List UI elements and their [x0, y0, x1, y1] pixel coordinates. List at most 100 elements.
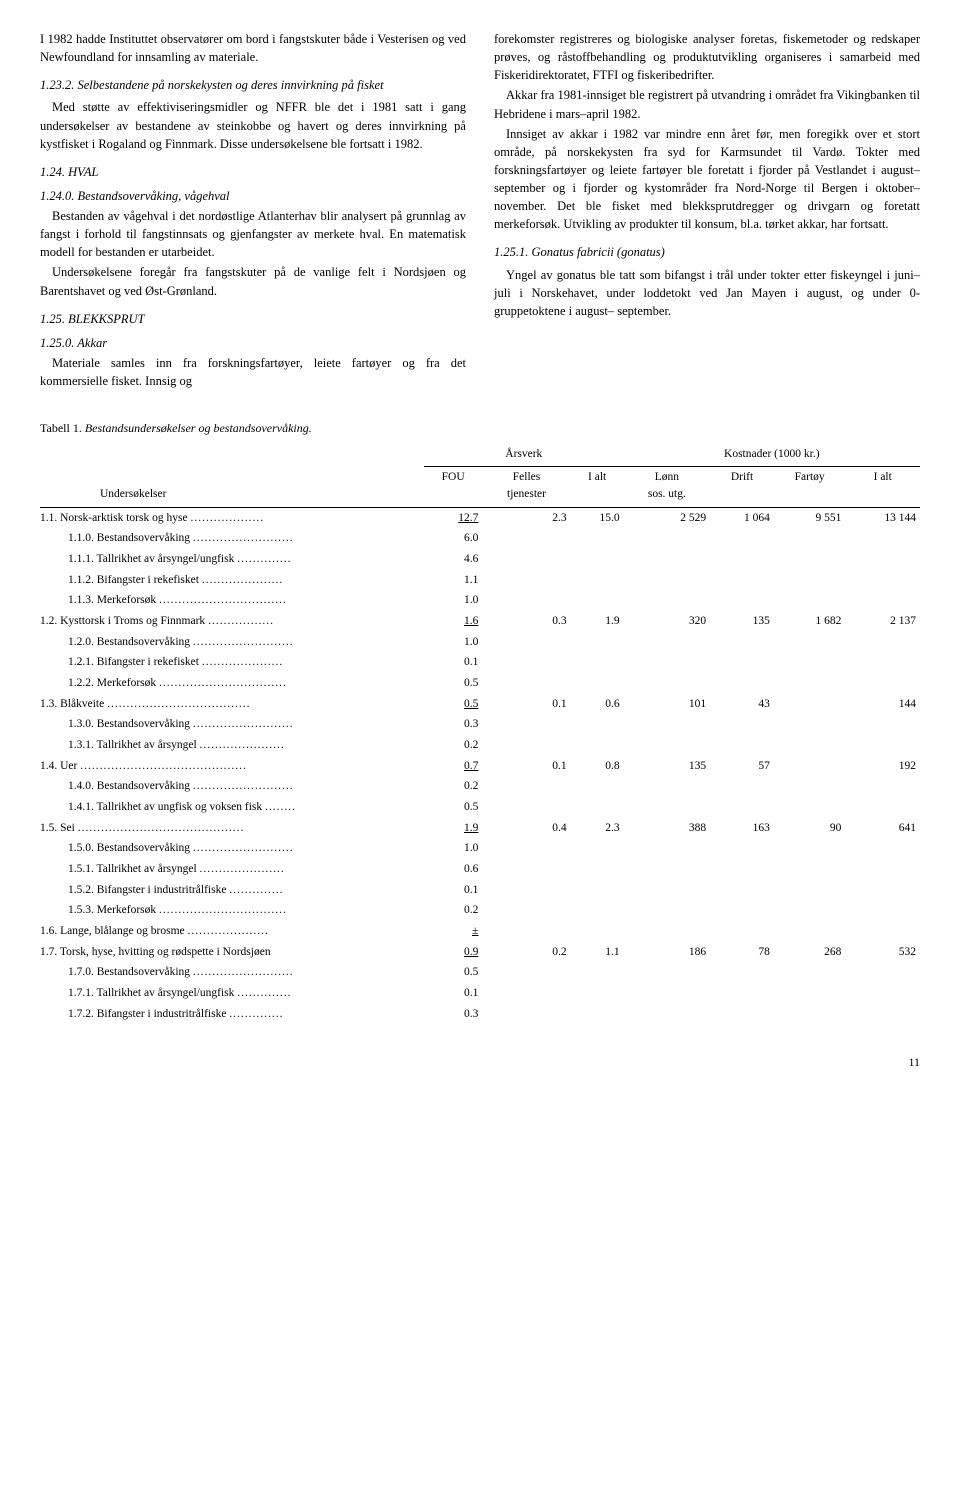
col-header: Felles tjenester: [482, 467, 570, 507]
heading: 1.24.0. Bestandsovervåking, vågehval: [40, 187, 466, 205]
cell: [774, 983, 846, 1004]
cell: [845, 549, 920, 570]
cell: 0.3: [482, 611, 570, 632]
cell: 1 064: [710, 507, 774, 528]
cell: [774, 776, 846, 797]
table-row: 1.5.2. Bifangster i industritrålfiske ..…: [40, 880, 920, 901]
para: I 1982 hadde Instituttet observatører om…: [40, 30, 466, 66]
cell: [710, 632, 774, 653]
col-header: Drift: [710, 467, 774, 507]
row-label: 1.7.1. Tallrikhet av årsyngel/ungfisk ..…: [40, 983, 424, 1004]
heading: 1.24. HVAL: [40, 163, 466, 181]
col-header: I alt: [571, 467, 624, 507]
cell: [845, 776, 920, 797]
row-label: 1.4.0. Bestandsovervåking ..............…: [40, 776, 424, 797]
cell: 43: [710, 694, 774, 715]
row-label: 1.5. Sei ...............................…: [40, 818, 424, 839]
cell: 2.3: [482, 507, 570, 528]
text-columns: I 1982 hadde Instituttet observatører om…: [40, 30, 920, 392]
cell: 0.1: [482, 756, 570, 777]
cell-fou: 0.2: [424, 776, 482, 797]
cell: [624, 632, 711, 653]
cell: [710, 900, 774, 921]
table-row: 1.5.0. Bestandsovervåking ..............…: [40, 838, 920, 859]
cell: [710, 962, 774, 983]
row-label: 1.5.0. Bestandsovervåking ..............…: [40, 838, 424, 859]
heading: 1.25. BLEKKSPRUT: [40, 310, 466, 328]
cell: [710, 776, 774, 797]
cell-fou: 4.6: [424, 549, 482, 570]
cell: [710, 880, 774, 901]
cell-fou: 0.9: [424, 942, 482, 963]
cell: 186: [624, 942, 711, 963]
cell: [845, 859, 920, 880]
cell: 0.6: [571, 694, 624, 715]
cell: [571, 735, 624, 756]
cell: [624, 838, 711, 859]
cell: [845, 962, 920, 983]
row-label: 1.3.1. Tallrikhet av årsyngel ..........…: [40, 735, 424, 756]
cell: 1.9: [571, 611, 624, 632]
cell: [774, 735, 846, 756]
cell: 641: [845, 818, 920, 839]
cell: 1 682: [774, 611, 846, 632]
cell: [710, 859, 774, 880]
cell: [624, 549, 711, 570]
row-label: 1.1.3. Merkeforsøk .....................…: [40, 590, 424, 611]
cell: [571, 549, 624, 570]
cell-fou: 0.5: [424, 962, 482, 983]
row-label: 1.1.0. Bestandsovervåking ..............…: [40, 528, 424, 549]
cell: [774, 570, 846, 591]
cell: 2 529: [624, 507, 711, 528]
row-label: 1.7.0. Bestandsovervåking ..............…: [40, 962, 424, 983]
cell-fou: 0.1: [424, 652, 482, 673]
cell: [774, 859, 846, 880]
cell: [571, 1004, 624, 1025]
row-label: 1.2.1. Bifangster i rekefisket .........…: [40, 652, 424, 673]
table-row: 1.5.1. Tallrikhet av årsyngel ..........…: [40, 859, 920, 880]
cell: [845, 983, 920, 1004]
col-group: Årsverk: [424, 444, 624, 467]
cell: [482, 590, 570, 611]
row-label: 1.5.1. Tallrikhet av årsyngel ..........…: [40, 859, 424, 880]
cell: [571, 838, 624, 859]
cell: 0.2: [482, 942, 570, 963]
row-label: 1.1.1. Tallrikhet av årsyngel/ungfisk ..…: [40, 549, 424, 570]
cell: [624, 673, 711, 694]
cell-fou: 0.1: [424, 983, 482, 1004]
para: Bestanden av vågehval i det nordøstlige …: [40, 207, 466, 261]
row-label: 1.6. Lange, blålange og brosme .........…: [40, 921, 424, 942]
cell: [624, 880, 711, 901]
table-row: 1.2.1. Bifangster i rekefisket .........…: [40, 652, 920, 673]
cell-fou: 0.6: [424, 859, 482, 880]
cell: [482, 1004, 570, 1025]
row-label: 1.1. Norsk-arktisk torsk og hyse .......…: [40, 507, 424, 528]
table-row: 1.2. Kysttorsk i Troms og Finnmark .....…: [40, 611, 920, 632]
cell: 163: [710, 818, 774, 839]
cell: [624, 714, 711, 735]
col-header: Lønn sos. utg.: [624, 467, 711, 507]
left-column: I 1982 hadde Instituttet observatører om…: [40, 30, 466, 392]
cell: [774, 962, 846, 983]
cell: [624, 590, 711, 611]
cell: [774, 900, 846, 921]
cell: [482, 549, 570, 570]
table-row: 1.5.3. Merkeforsøk .....................…: [40, 900, 920, 921]
cell: [482, 776, 570, 797]
cell-fou: 0.3: [424, 714, 482, 735]
cell: [624, 900, 711, 921]
right-column: forekomster registreres og biologiske an…: [494, 30, 920, 392]
cell-fou: 12.7: [424, 507, 482, 528]
cell: [624, 528, 711, 549]
table-body: 1.1. Norsk-arktisk torsk og hyse .......…: [40, 507, 920, 1024]
data-table: Undersøkelser Årsverk Kostnader (1000 kr…: [40, 444, 920, 1025]
cell: [710, 673, 774, 694]
table-row: 1.3.1. Tallrikhet av årsyngel ..........…: [40, 735, 920, 756]
cell: [774, 1004, 846, 1025]
table-row: 1.3. Blåkveite .........................…: [40, 694, 920, 715]
cell: 101: [624, 694, 711, 715]
cell: 320: [624, 611, 711, 632]
cell: 15.0: [571, 507, 624, 528]
cell: [482, 570, 570, 591]
cell: [571, 570, 624, 591]
